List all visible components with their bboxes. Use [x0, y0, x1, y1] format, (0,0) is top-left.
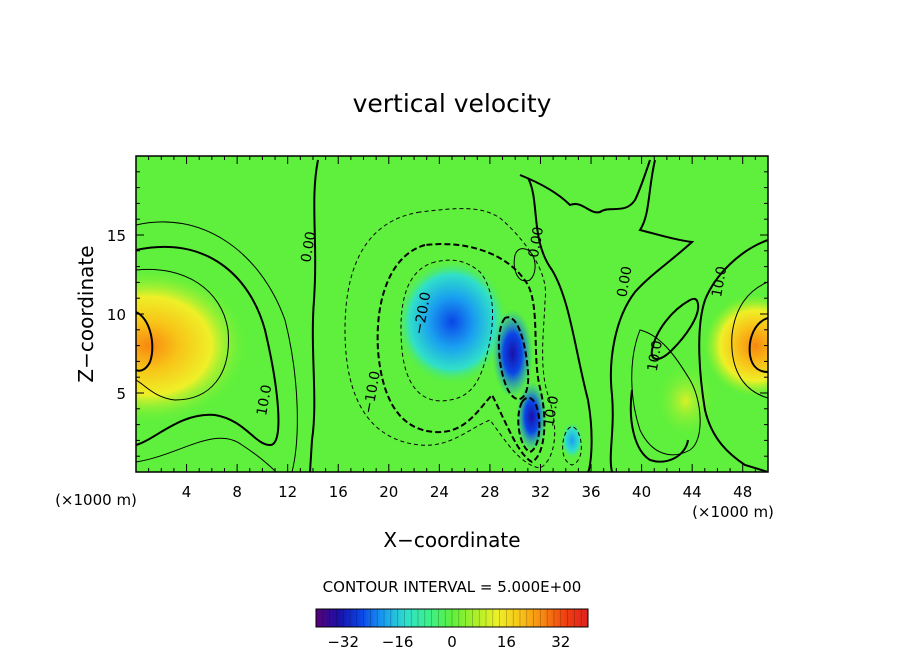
- field-blob-2: [395, 258, 509, 386]
- contour-updraft-outer-bottom: [136, 437, 277, 472]
- x-axis-label: X−coordinate: [383, 528, 520, 552]
- contour-zero-upper: [519, 159, 651, 214]
- y-axis-label: Z−coordinate: [74, 245, 98, 382]
- contour-right-lower-mid: [629, 389, 689, 463]
- contour-right-updraft-core: [748, 317, 768, 373]
- colorbar-fill: [316, 609, 588, 627]
- field-blob-5: [704, 295, 768, 397]
- x-unit-label: (×1000 m): [692, 503, 774, 521]
- contour-right-small: [513, 248, 536, 282]
- plot-area: 0.00 10.0 −20.0 −10.0 0.00 10.0 0.00 10.0 10.0: [136, 156, 768, 472]
- contour-label-1: 0.00: [298, 230, 319, 263]
- contour-label-4: −10.0: [361, 370, 384, 415]
- contour-zero-centre: [527, 177, 593, 472]
- contour-label-6: 10.0: [541, 395, 562, 428]
- colorbar-tick-label-5: 32: [551, 633, 570, 651]
- colorbar-tick-label-3: 0: [447, 633, 457, 651]
- colorbar-tick-label-2: −16: [382, 633, 414, 651]
- colorbar-ticks: −32 −16 0 16 32: [327, 633, 570, 651]
- contour-right-small-updraft: [650, 297, 700, 360]
- x-tick-label-24: 24: [430, 483, 449, 501]
- y-axis-ticks: 5 10 15: [107, 171, 768, 457]
- y-tick-label-10: 10: [107, 306, 126, 324]
- contour-label-9: 10.0: [645, 339, 666, 372]
- x-tick-label-8: 8: [232, 483, 242, 501]
- contour-label-2: 10.0: [254, 383, 275, 416]
- contour-downdraft-core: [497, 316, 530, 401]
- contour-updraft-outer: [136, 221, 298, 472]
- contour-downdraft-inner: [400, 259, 494, 402]
- field-shading: [136, 258, 768, 460]
- contour-labels: 0.00 10.0 −20.0 −10.0 0.00 10.0 0.00 10.0 10.0: [254, 225, 730, 428]
- contour-downdraft-mid: [376, 243, 546, 464]
- colorbar-dividers: [322, 609, 582, 627]
- y-tick-label-5: 5: [116, 385, 126, 403]
- contour-updraft-core: [136, 311, 154, 372]
- x-tick-label-32: 32: [531, 483, 550, 501]
- chart-title: vertical velocity: [353, 89, 552, 118]
- z-unit-label: (×1000 m): [55, 491, 137, 509]
- x-axis-ticks: 4 8 12 16 20 24 28 32 36 40 44 48: [148, 156, 756, 501]
- x-tick-label-36: 36: [581, 483, 600, 501]
- contour-updraft-inner: [136, 268, 229, 401]
- x-tick-label-28: 28: [480, 483, 499, 501]
- colorbar: −32 −16 0 16 32: [315, 608, 589, 651]
- colorbar-frame: [315, 608, 589, 628]
- contour-zero-right: [609, 159, 695, 472]
- contour-label-8: 10.0: [709, 265, 730, 298]
- x-tick-label-40: 40: [632, 483, 651, 501]
- field-blob-1: [136, 266, 250, 425]
- contour-label-7: 0.00: [614, 265, 635, 298]
- contour-right-updraft-inner: [731, 281, 768, 399]
- contour-right-updraft-mid: [698, 239, 768, 472]
- colorbar-tick-label-1: −32: [327, 633, 359, 651]
- x-tick-label-16: 16: [329, 483, 348, 501]
- x-tick-label-44: 44: [683, 483, 702, 501]
- field-blob-7: [560, 421, 584, 460]
- x-tick-label-20: 20: [379, 483, 398, 501]
- contour-interval-text: CONTOUR INTERVAL = 5.000E+00: [323, 578, 582, 596]
- contour-downdraft-core-lower: [517, 396, 541, 454]
- x-tick-label-48: 48: [733, 483, 752, 501]
- colorbar-tick-label-4: 16: [497, 633, 516, 651]
- contour-updraft-mid: [136, 245, 280, 447]
- contour-lines: [136, 159, 768, 472]
- contour-zero-left: [309, 159, 319, 472]
- contour-label-3: −20.0: [411, 291, 434, 336]
- contour-downdraft-outer: [344, 208, 556, 469]
- contour-label-5: 0.00: [526, 225, 547, 258]
- x-tick-label-4: 4: [182, 483, 192, 501]
- x-tick-label-12: 12: [278, 483, 297, 501]
- y-tick-label-15: 15: [107, 227, 126, 245]
